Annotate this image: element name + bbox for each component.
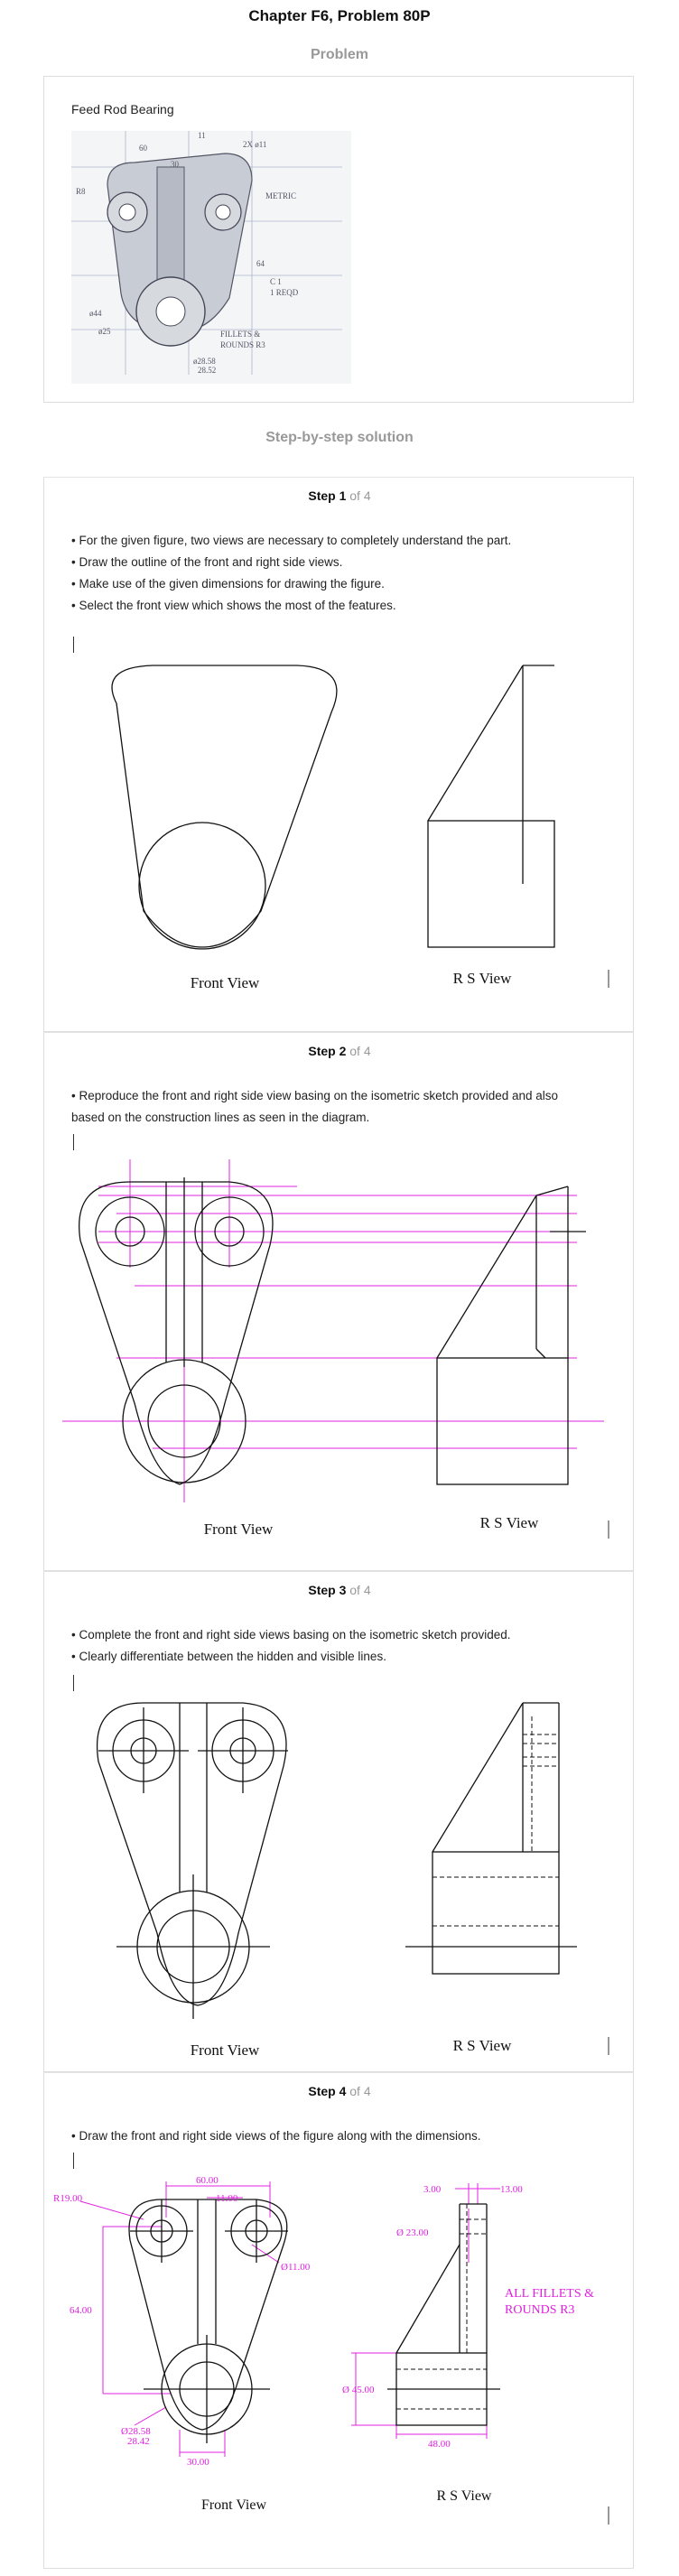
dim-3: 3.00	[423, 2184, 442, 2195]
dim-60: 60.00	[196, 2175, 219, 2186]
step-number: Step 3	[308, 1583, 347, 1597]
bullet: • For the given figure, two views are ne…	[71, 534, 512, 547]
dim-48: 48.00	[428, 2439, 451, 2450]
dim-13: 13.00	[500, 2184, 523, 2195]
step-4-bullets: • Draw the front and right side views of…	[71, 2125, 577, 2147]
bullet: • Make use of the given dimensions for d…	[71, 577, 385, 591]
step-2-drawing: Front View R S View	[62, 1159, 609, 1539]
step-1-card: Step 1 of 4 • For the given figure, two …	[43, 477, 634, 1032]
step-4-card: Step 4 of 4 • Draw the front and right s…	[43, 2072, 634, 2569]
sketch-label-64: 64	[256, 259, 265, 268]
sketch-label-60: 60	[139, 144, 148, 153]
dim-2842: 28.42	[127, 2436, 150, 2447]
page-title: Chapter F6, Problem 80P	[248, 7, 431, 24]
step-of: of 4	[349, 2084, 371, 2098]
sketch-label-2x: 2X ø11	[243, 140, 266, 149]
side-view-label: R S View	[453, 970, 513, 987]
sketch-label-fillets2: ROUNDS R3	[220, 340, 265, 349]
bullet: • Select the front view which shows the …	[71, 599, 396, 612]
step-2-header: Step 2 of 4	[44, 1044, 635, 1058]
text-caret	[73, 1134, 74, 1150]
step-3-drawing: Front View R S View	[97, 1702, 609, 2059]
step-2-bullets: • Reproduce the front and right side vie…	[71, 1085, 577, 1129]
step-3-card: Step 3 of 4 • Complete the front and rig…	[43, 1571, 634, 2072]
front-view-label: Front View	[204, 1520, 274, 1538]
dim-dia23: Ø 23.00	[396, 2227, 429, 2238]
sketch-label-metric: METRIC	[265, 191, 296, 200]
step-of: of 4	[349, 488, 371, 503]
front-view-label: Front View	[191, 974, 260, 991]
dim-dia2858: Ø28.58	[121, 2426, 151, 2437]
step-1-header: Step 1 of 4	[44, 488, 635, 503]
sketch-label-2852: 28.52	[198, 366, 216, 375]
step-1-bullets: • For the given figure, two views are ne…	[71, 530, 577, 617]
sketch-label-30: 30	[171, 160, 180, 169]
sketch-label-c1: C 1	[270, 277, 282, 286]
side-view-label: R S View	[453, 2037, 513, 2054]
problem-isometric-sketch: R8 60 30 11 2X ø11 METRIC 64 C 1 1 REQD …	[71, 131, 351, 384]
sketch-label-2858: ø28.58	[193, 357, 216, 366]
problem-section-label: Problem	[310, 47, 368, 62]
problem-card: Feed Rod Bearing R8 60 30 11 2X ø11 METR…	[43, 76, 634, 403]
side-view-label: R S View	[480, 1514, 540, 1531]
side-view-label: R S View	[437, 2488, 492, 2504]
problem-text: Feed Rod Bearing	[71, 102, 174, 116]
dim-r19: R19.00	[53, 2193, 83, 2204]
step-number: Step 1	[308, 488, 347, 503]
front-view-label: Front View	[201, 2497, 267, 2513]
text-caret	[73, 637, 74, 653]
step-3-bullets: • Complete the front and right side view…	[71, 1624, 577, 1668]
bullet: • Reproduce the front and right side vie…	[71, 1089, 559, 1124]
dim-30: 30.00	[187, 2457, 209, 2468]
step-3-header: Step 3 of 4	[44, 1583, 635, 1597]
step-of: of 4	[349, 1583, 371, 1597]
fillets-note-line1: ALL FILLETS &	[505, 2287, 594, 2301]
bullet: • Draw the front and right side views of…	[71, 2129, 481, 2143]
sketch-label-11: 11	[198, 131, 206, 140]
dim-dia45: Ø 45.00	[342, 2385, 375, 2395]
fillets-note-line2: ROUNDS R3	[505, 2303, 574, 2317]
bullet: • Clearly differentiate between the hidd…	[71, 1650, 386, 1663]
dim-11: 11.00	[216, 2193, 238, 2204]
dim-64: 64.00	[70, 2305, 92, 2316]
solution-section-label: Step-by-step solution	[265, 430, 414, 445]
step-4-header: Step 4 of 4	[44, 2084, 635, 2098]
front-view-label: Front View	[191, 2041, 260, 2059]
sketch-label-r8: R8	[76, 187, 86, 196]
step-number: Step 2	[308, 1044, 347, 1058]
text-caret	[73, 2153, 74, 2169]
text-caret	[73, 1675, 74, 1691]
sketch-label-25: ø25	[98, 327, 111, 336]
step-of: of 4	[349, 1044, 371, 1058]
dim-dia11: Ø11.00	[281, 2262, 311, 2273]
sketch-label-fillets1: FILLETS &	[220, 330, 260, 339]
sketch-label-44: ø44	[89, 309, 102, 318]
step-2-card: Step 2 of 4 • Reproduce the front and ri…	[43, 1032, 634, 1571]
bullet: • Draw the outline of the front and righ…	[71, 555, 343, 569]
bullet: • Complete the front and right side view…	[71, 1628, 511, 1641]
step-number: Step 4	[308, 2084, 347, 2098]
sketch-label-reqd: 1 REQD	[270, 288, 299, 297]
step-1-drawing: Front View R S View	[111, 665, 609, 991]
step-4-drawing: R19.00 60.00 11.00 64.00 Ø11.00 Ø28.58 2…	[53, 2175, 609, 2525]
